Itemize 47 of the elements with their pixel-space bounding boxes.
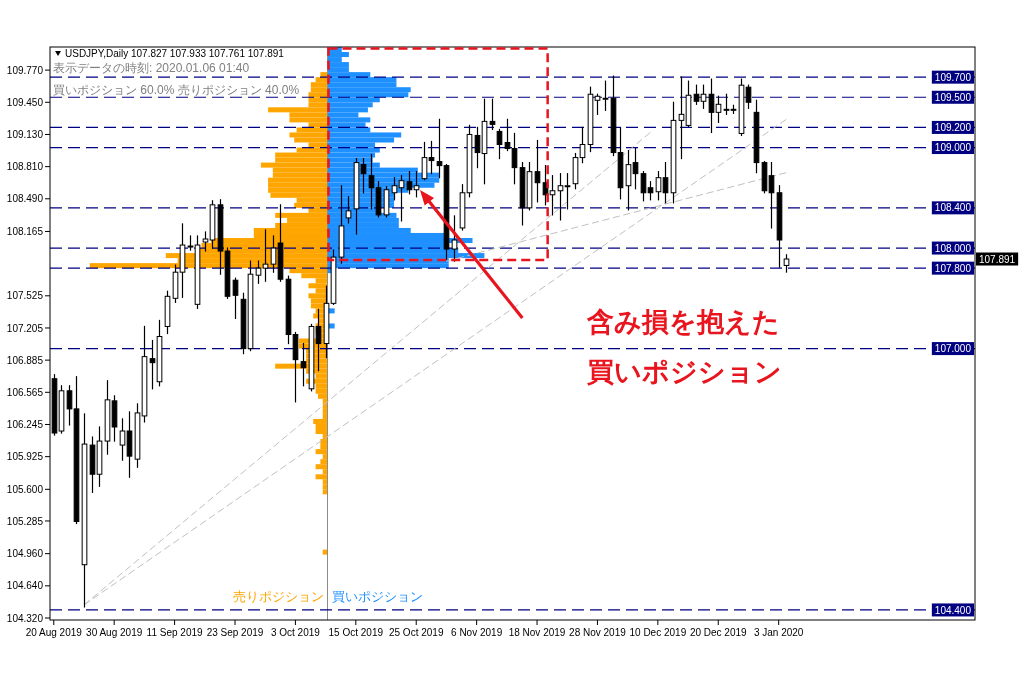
y-tick-label: 106.245 — [6, 419, 44, 431]
x-tick-label: 28 Nov 2019 — [569, 627, 627, 638]
x-tick-label: 6 Nov 2019 — [451, 627, 503, 638]
x-tick-label: 18 Nov 2019 — [508, 627, 566, 638]
text: 売りポジション — [232, 589, 324, 604]
ref-line-label: 108.400 — [934, 202, 972, 214]
y-tick-label: 105.600 — [6, 483, 44, 495]
x-tick-label: 3 Jan 2020 — [753, 627, 804, 638]
y-tick-label: 106.565 — [6, 386, 44, 398]
x-tick-label: 10 Dec 2019 — [629, 627, 687, 638]
ref-line-label: 109.500 — [934, 91, 972, 103]
chart-title: USDJPY,Daily 107.827 107.933 107.761 107.891 — [65, 48, 285, 59]
y-tick-label: 107.525 — [6, 290, 44, 302]
x-tick-label: 20 Dec 2019 — [689, 627, 748, 638]
y-tick-label: 109.450 — [6, 96, 44, 108]
y-tick-label: 108.810 — [6, 161, 44, 173]
annotation: 表示データの時刻: 2020.01.06 01:40 — [53, 61, 250, 75]
ref-line-label: 104.400 — [934, 604, 972, 616]
annotation: 買いポジション 60.0% 売りポジション 40.0% — [53, 83, 300, 97]
ref-line-label: 107.000 — [934, 343, 972, 355]
x-tick-label: 23 Sep 2019 — [206, 627, 264, 638]
x-tick-label: 3 Oct 2019 — [270, 627, 321, 638]
y-tick-label: 105.925 — [6, 451, 44, 463]
y-tick-label: 106.885 — [6, 354, 44, 366]
text: 買いポジション — [331, 589, 423, 604]
x-tick-label: 20 Aug 2019 — [25, 627, 83, 638]
x-tick-label: 15 Oct 2019 — [328, 627, 384, 638]
y-tick-label: 109.770 — [6, 64, 44, 76]
annotation: 買いポジション — [586, 355, 782, 387]
x-tick-label: 30 Aug 2019 — [86, 627, 143, 638]
ref-line-label: 109.000 — [934, 142, 972, 154]
ref-line-label: 107.800 — [934, 262, 972, 274]
ref-line-label: 109.200 — [934, 122, 972, 134]
annotation: 含み損を抱えた — [585, 305, 780, 337]
y-tick-label: 104.960 — [6, 548, 44, 560]
x-tick-label: 25 Oct 2019 — [388, 627, 444, 638]
x-tick-label: 11 Sep 2019 — [146, 627, 204, 638]
y-tick-label: 108.165 — [6, 226, 44, 238]
y-tick-label: 104.320 — [6, 612, 44, 624]
y-tick-label: 107.205 — [6, 322, 44, 334]
y-tick-label: 104.640 — [6, 580, 44, 592]
y-tick-label: 108.490 — [6, 193, 44, 205]
ref-line-label: 108.000 — [934, 242, 972, 254]
y-tick-label: 109.130 — [6, 129, 44, 141]
ref-line-label: 109.700 — [934, 71, 972, 83]
y-tick-label: 105.285 — [6, 515, 44, 527]
text: 107.891 — [979, 253, 1016, 265]
